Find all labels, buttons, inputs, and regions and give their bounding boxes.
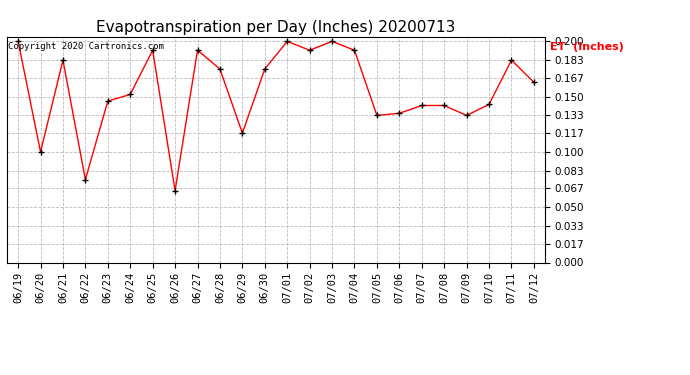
Text: Copyright 2020 Cartronics.com: Copyright 2020 Cartronics.com: [8, 42, 164, 51]
Text: ET  (Inches): ET (Inches): [551, 42, 624, 52]
Title: Evapotranspiration per Day (Inches) 20200713: Evapotranspiration per Day (Inches) 2020…: [97, 20, 455, 35]
